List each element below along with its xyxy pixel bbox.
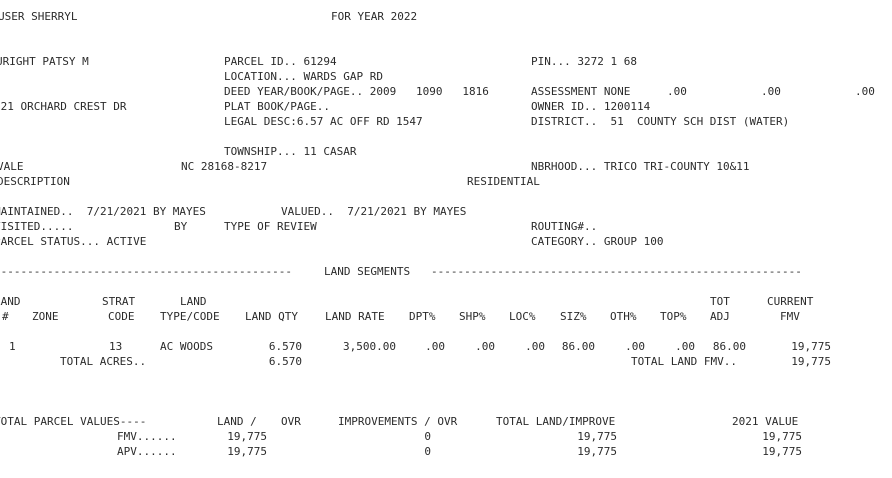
total-acres-value: 6.570 [268,355,302,368]
col-oth-header: OTH% [610,310,637,323]
col-landrate-header: LAND RATE [325,310,385,323]
assessment-value-3: .00 [855,85,875,98]
assessment: ASSESSMENT NONE [531,85,631,98]
col-landtype-header: LAND [180,295,207,308]
row-tot-adj: 86.00 [712,340,746,353]
totals-ovr-header: OVR [281,415,301,428]
apv-label: APV...... [117,445,177,458]
total-land-fmv-label: TOTAL LAND FMV.. [631,355,737,368]
owner-address: 321 ORCHARD CREST DR [0,100,127,113]
apv-land-value: 19,775 [227,445,267,458]
col-land-header: LAND [0,295,21,308]
parcel-location: LOCATION... WARDS GAP RD [224,70,383,83]
assessment-value-2: .00 [761,85,781,98]
type-of-review: TYPE OF REVIEW [224,220,317,233]
col-dpt-header: DPT% [409,310,436,323]
divider-left: ----------------------------------------… [0,265,293,278]
township: TOWNSHIP... 11 CASAR [224,145,357,158]
col-adj-header: ADJ [710,310,730,323]
routing: ROUTING#.. [531,220,598,233]
report-year: FOR YEAR 2022 [331,10,418,23]
row-land-type: AC WOODS [160,340,213,353]
parcel-id: PARCEL ID.. 61294 [224,55,337,68]
plat-info: PLAT BOOK/PAGE.. [224,100,330,113]
col-landqty-header: LAND QTY [245,310,298,323]
owner-id: OWNER ID.. 1200114 [531,100,651,113]
apv-total-value: 19,775 [577,445,617,458]
fmv-improvements-value: 0 [424,430,431,443]
col-typecode-header: TYPE/CODE [160,310,220,323]
visited-info: VISITED..... [0,220,74,233]
legal-description: LEGAL DESC:6.57 AC OFF RD 1547 [224,115,423,128]
row-shp: .00 [475,340,495,353]
col-shp-header: SHP% [459,310,486,323]
row-num: 1 [9,340,16,353]
col-code-header: CODE [108,310,135,323]
totals-land-improve-header: TOTAL LAND/IMPROVE [496,415,616,428]
owner-name: URIGHT PATSY M [0,55,89,68]
residential-label: RESIDENTIAL [467,175,540,188]
assessment-value-1: .00 [667,85,687,98]
district: DISTRICT.. 51 COUNTY SCH DIST (WATER) [531,115,790,128]
visited-by: BY [174,220,188,233]
total-parcel-values-label: TOTAL PARCEL VALUES---- [0,415,147,428]
row-land-qty: 6.570 [268,340,302,353]
land-segments-title: LAND SEGMENTS [324,265,411,278]
valued-info: VALUED.. 7/21/2021 BY MAYES [281,205,467,218]
fmv-label: FMV...... [117,430,177,443]
divider-right: ----------------------------------------… [431,265,803,278]
col-top-header: TOP% [660,310,687,323]
row-current-fmv: 19,775 [791,340,831,353]
fmv-land-value: 19,775 [227,430,267,443]
col-current-header: CURRENT [767,295,814,308]
totals-prior-year-header: 2021 VALUE [732,415,799,428]
maintained-info: MAINTAINED.. 7/21/2021 BY MAYES [0,205,206,218]
col-strat-header: STRAT [102,295,136,308]
parcel-status: PARCEL STATUS... ACTIVE [0,235,147,248]
pin: PIN... 3272 1 68 [531,55,637,68]
fmv-total-value: 19,775 [577,430,617,443]
fmv-prior-year-value: 19,775 [762,430,802,443]
total-acres-label: TOTAL ACRES.. [60,355,147,368]
row-dpt: .00 [425,340,445,353]
row-loc: .00 [525,340,545,353]
owner-state-zip: NC 28168-8217 [181,160,268,173]
description-label: DESCRIPTION [0,175,70,188]
row-top: .00 [675,340,695,353]
col-zone-header: ZONE [32,310,59,323]
col-loc-header: LOC% [509,310,536,323]
totals-land-header: LAND / [217,415,257,428]
row-siz: 86.00 [561,340,595,353]
owner-city: VALE [0,160,24,173]
col-siz-header: SIZ% [560,310,587,323]
neighborhood: NBRHOOD... TRICO TRI-COUNTY 10&11 [531,160,750,173]
row-oth: .00 [625,340,645,353]
apv-improvements-value: 0 [424,445,431,458]
col-fmv-header: FMV [780,310,800,323]
col-tot-header: TOT [710,295,730,308]
totals-improvements-header: IMPROVEMENTS / OVR [338,415,458,428]
row-land-rate: 3,500.00 [343,340,396,353]
col-num-header: # [2,310,9,323]
user-label: USER SHERRYL [0,10,78,23]
category: CATEGORY.. GROUP 100 [531,235,664,248]
total-land-fmv-value: 19,775 [791,355,831,368]
deed-info: DEED YEAR/BOOK/PAGE.. 2009 1090 1816 [224,85,489,98]
row-strat-code: 13 [109,340,123,353]
apv-prior-year-value: 19,775 [762,445,802,458]
